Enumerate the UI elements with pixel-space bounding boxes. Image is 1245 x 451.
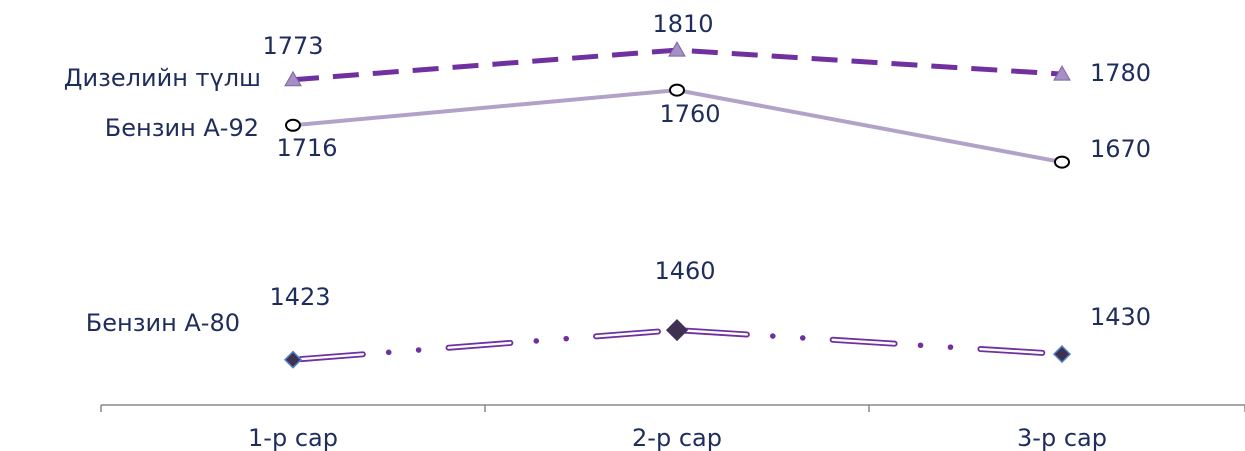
series-line-segment-inner [683, 329, 749, 336]
data-point-marker [668, 41, 686, 57]
data-point-marker [1052, 345, 1072, 364]
data-point-marker [1054, 155, 1070, 169]
data-value-label: 1423 [269, 283, 330, 311]
data-value-label: 1810 [652, 10, 713, 38]
x-tick-label: 1-р сар [248, 424, 338, 451]
series-line-dot [385, 349, 392, 356]
series-line-segment-inner [299, 353, 364, 361]
series-line-segment-inner [831, 338, 896, 345]
x-tick-label: 3-р сар [1017, 424, 1107, 451]
data-value-label: 1430 [1090, 303, 1151, 331]
series-line-dot [917, 342, 924, 349]
series-line-dot [563, 335, 569, 342]
data-value-label: 1760 [659, 100, 720, 128]
series-line-segment-inner [979, 347, 1044, 355]
data-value-label: 1460 [654, 257, 715, 285]
series-name-label: Бензин А-92 [105, 114, 259, 142]
data-value-label: 1773 [262, 32, 323, 60]
data-point-marker [669, 83, 685, 97]
series-line-dot [947, 344, 954, 350]
data-point-marker [283, 350, 303, 369]
series-line-dot [415, 347, 422, 353]
data-point-marker [665, 319, 689, 342]
data-point-marker [284, 70, 302, 87]
series-1: Бензин А-92 1716 1760 1670 [105, 83, 1151, 169]
x-tick-label: 2-р сар [632, 424, 722, 451]
data-value-label: 1716 [276, 134, 337, 162]
series-line-dot [770, 333, 776, 339]
series-line-segment-inner [447, 341, 512, 349]
series-line-dot [533, 338, 540, 344]
series-line-segment-inner [594, 330, 660, 338]
data-value-label: 1780 [1090, 59, 1151, 87]
series-name-label: Бензин А-80 [86, 309, 240, 337]
data-value-label: 1670 [1090, 135, 1151, 163]
series-line-dot [799, 335, 806, 341]
x-axis: 1-р сар 2-р сар 3-р сар [100, 404, 1245, 451]
data-point-marker [285, 118, 301, 132]
series-name-label: Дизелийн түлш [64, 64, 261, 92]
data-point-marker [1053, 65, 1071, 81]
series-2: Бензин А-80 1423 1460 1430 [86, 257, 1151, 369]
